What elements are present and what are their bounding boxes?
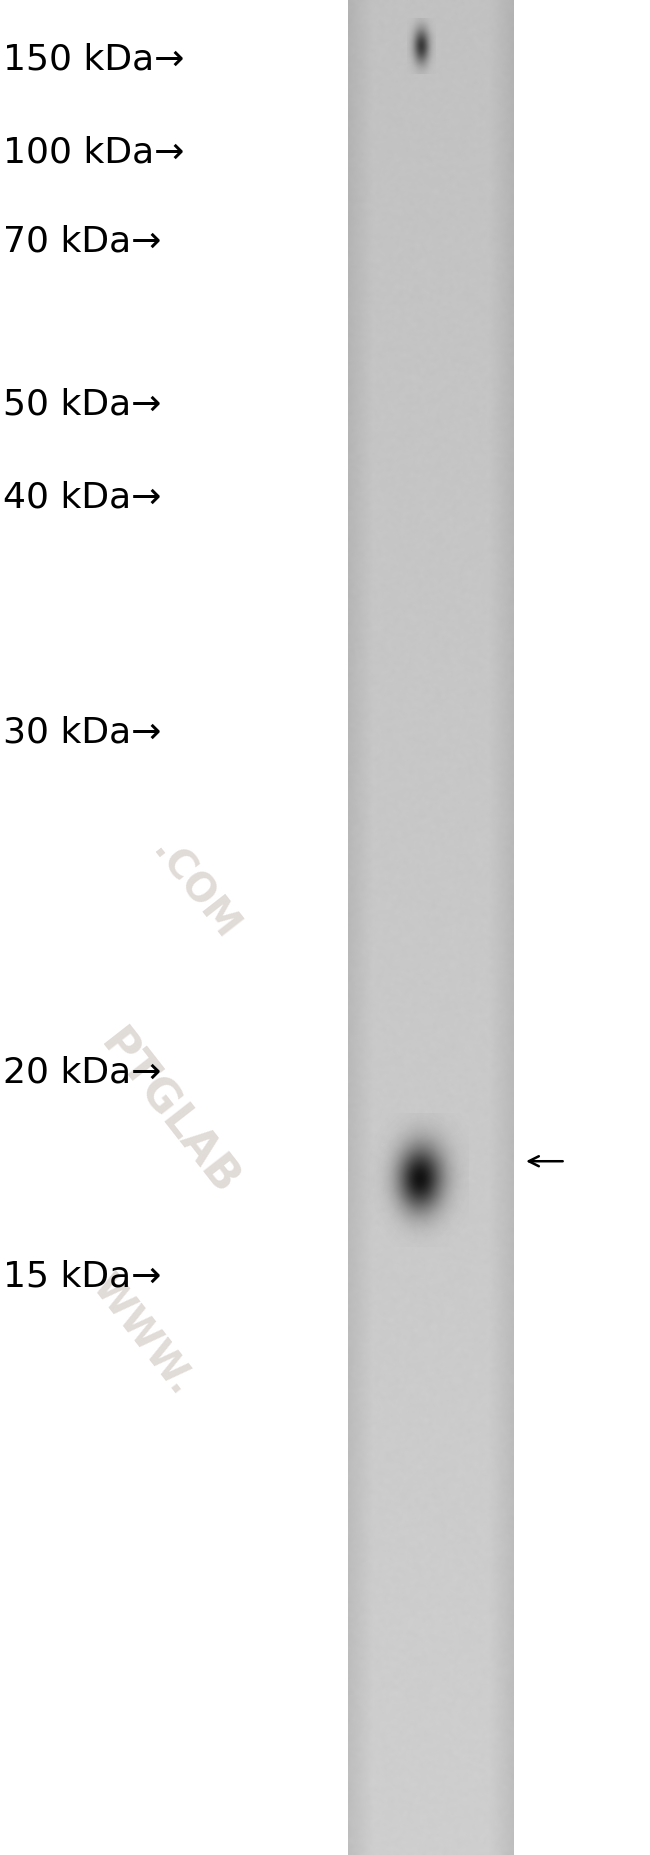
Text: 40 kDa→: 40 kDa→: [3, 480, 162, 514]
Text: 100 kDa→: 100 kDa→: [3, 135, 185, 169]
Text: PTGLAB: PTGLAB: [92, 1022, 246, 1204]
Text: .COM: .COM: [144, 833, 246, 948]
Text: WWW.: WWW.: [84, 1269, 202, 1402]
Text: 70 kDa→: 70 kDa→: [3, 224, 162, 258]
Text: 30 kDa→: 30 kDa→: [3, 716, 162, 749]
Text: 50 kDa→: 50 kDa→: [3, 388, 162, 421]
Text: 15 kDa→: 15 kDa→: [3, 1260, 162, 1293]
Text: 150 kDa→: 150 kDa→: [3, 43, 185, 76]
Text: 20 kDa→: 20 kDa→: [3, 1055, 162, 1089]
